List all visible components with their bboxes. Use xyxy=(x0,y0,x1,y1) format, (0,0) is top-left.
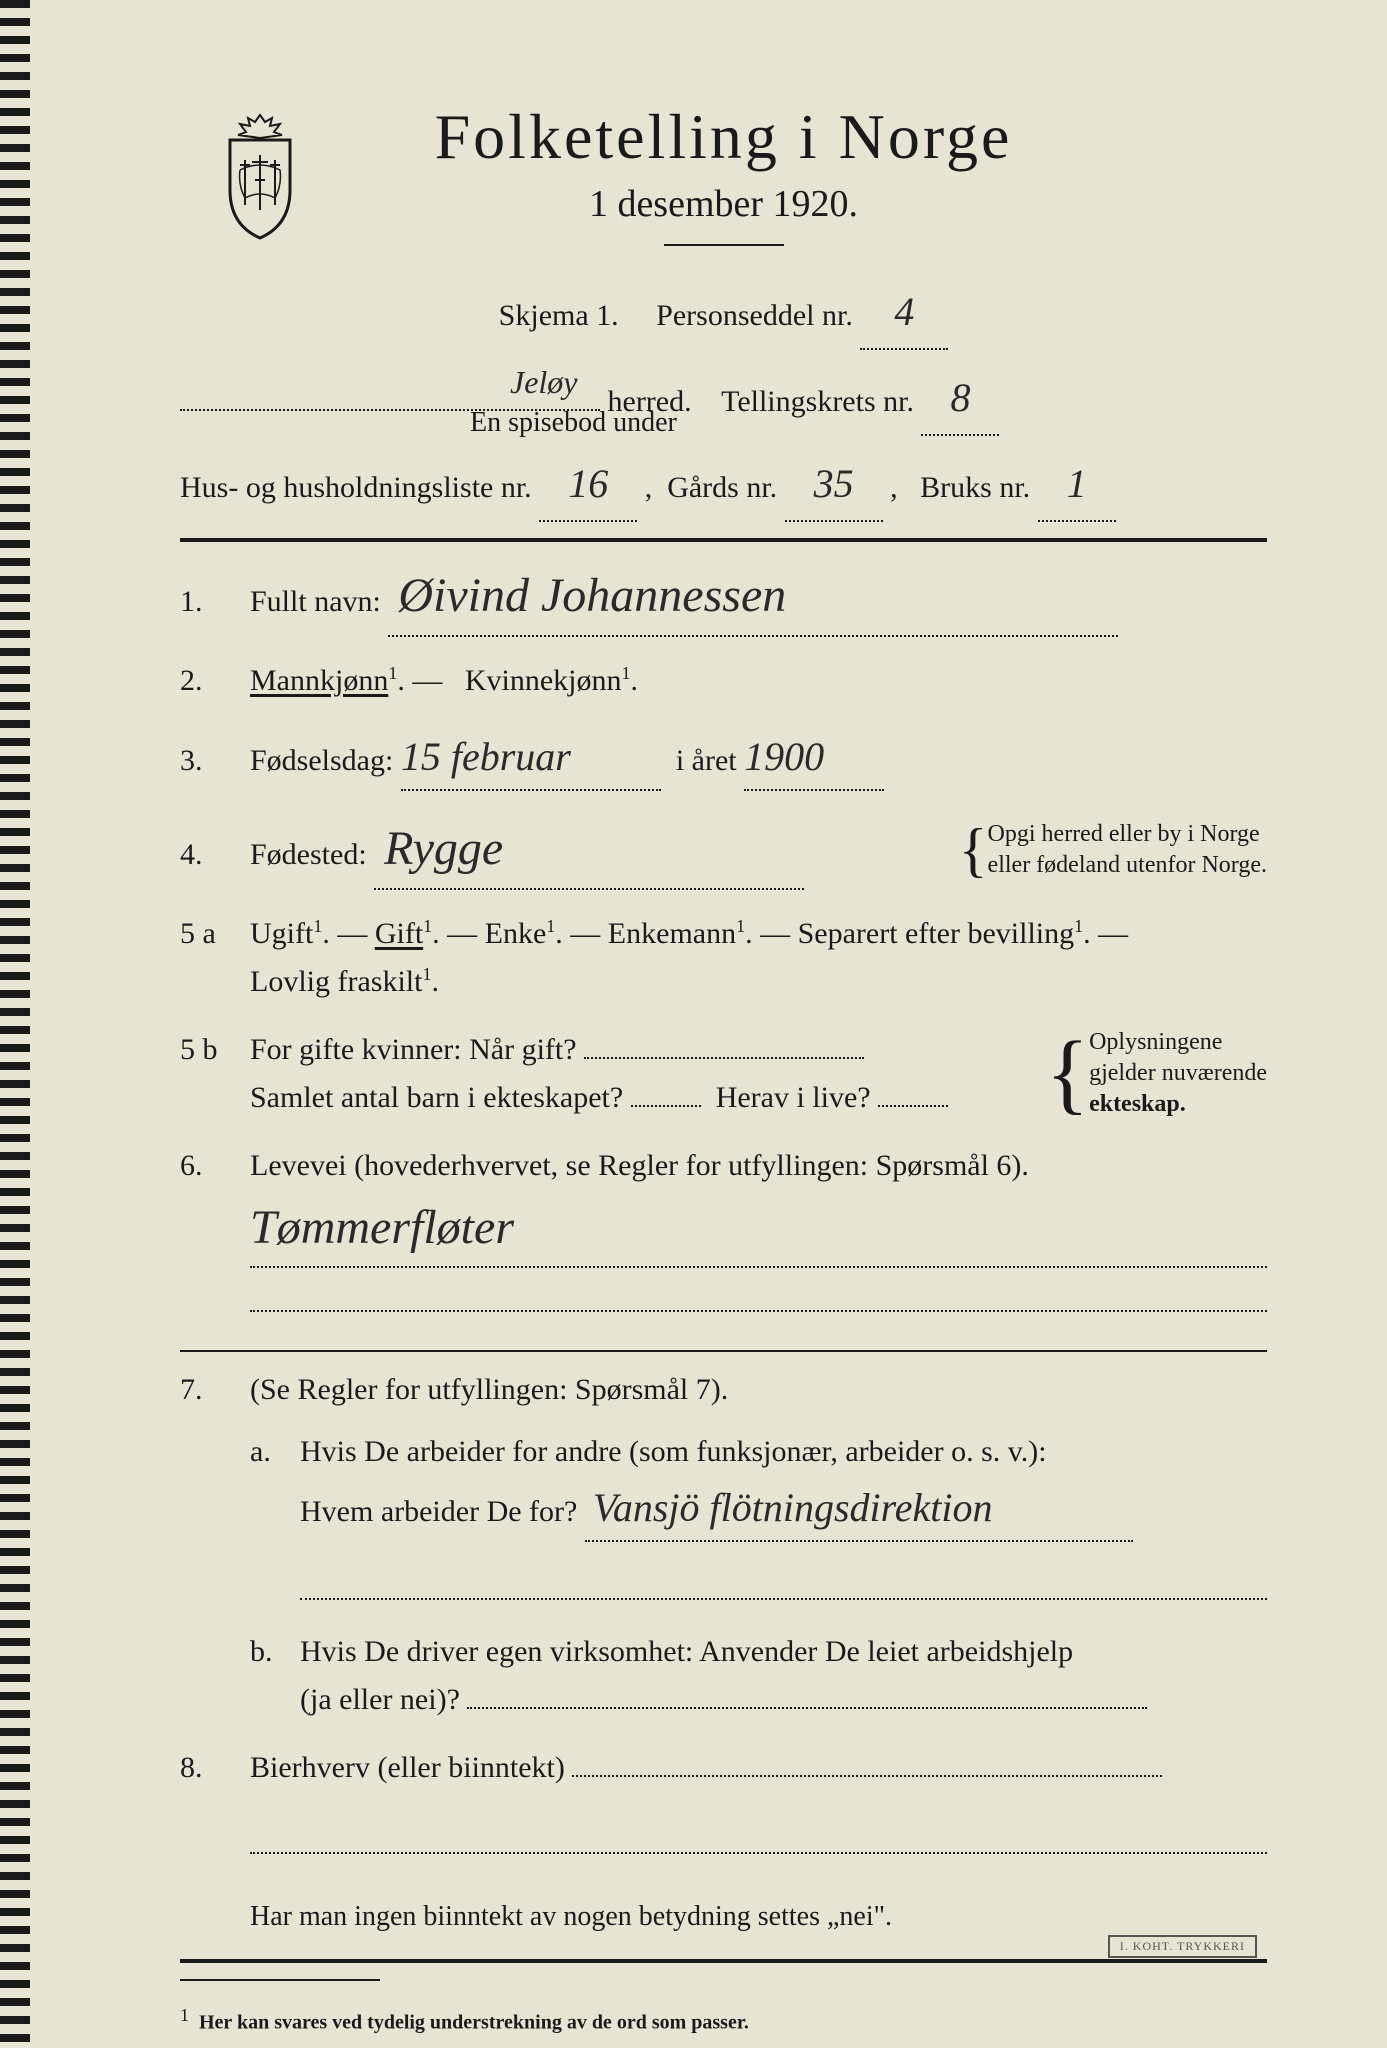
q5b-label1: For gifte kvinner: Når gift? xyxy=(250,1033,577,1066)
schema-label: Skjema 1. xyxy=(499,299,619,332)
q2-row: 2. Mannkjønn1. — Kvinnekjønn1. xyxy=(180,657,1267,705)
q6-num: 6. xyxy=(180,1142,250,1190)
q7a-label2: Hvem arbeider De for? xyxy=(300,1495,577,1528)
q7-num: 7. xyxy=(180,1366,250,1414)
q2-kvinne: Kvinnekjønn xyxy=(465,664,622,697)
rule-3 xyxy=(180,1959,1267,1963)
q7b-label1: Hvis De driver egen virksomhet: Anvender… xyxy=(300,1635,1073,1668)
q5a-fraskilt: Lovlig fraskilt xyxy=(250,965,422,998)
q7a-value: Vansjö flötningsdirektion xyxy=(585,1476,1133,1542)
footnote-text: Her kan svares ved tydelig understreknin… xyxy=(199,2011,749,2033)
q3-label: Fødselsdag: xyxy=(250,744,393,777)
q2-mann: Mannkjønn xyxy=(250,664,388,697)
q7-label: (Se Regler for utfyllingen: Spørsmål 7). xyxy=(250,1373,728,1406)
q3-row: 3. Fødselsdag: 15 februar i året 1900 xyxy=(180,725,1267,791)
printer-stamp: I. KOHT. TRYKKERI xyxy=(1108,1935,1257,1958)
header-divider xyxy=(664,244,784,246)
q1-label: Fullt navn: xyxy=(250,585,381,618)
rule-2 xyxy=(180,1350,1267,1352)
tellingskrets-nr: 8 xyxy=(921,362,999,436)
q6-value: Tømmerfløter xyxy=(250,1190,1267,1269)
footnote-rule xyxy=(180,1979,380,1981)
q3-num: 3. xyxy=(180,737,250,785)
q7b-label2: (ja eller nei)? xyxy=(300,1683,460,1716)
q3-year-label: i året xyxy=(676,744,737,777)
footnote: 1 Her kan svares ved tydelig understrekn… xyxy=(180,2005,1267,2035)
document-date: 1 desember 1920. xyxy=(180,182,1267,226)
q7b-num: b. xyxy=(250,1628,300,1724)
q8-label: Bierhverv (eller biinntekt) xyxy=(250,1751,565,1784)
tellingskrets-label: Tellingskrets nr. xyxy=(721,385,914,418)
q7a-num: a. xyxy=(250,1428,300,1618)
q5a-row: 5 a Ugift1. — Gift1. — Enke1. — Enkemann… xyxy=(180,910,1267,1006)
brace-icon: { xyxy=(959,826,988,874)
q5a-enke: Enke xyxy=(485,917,547,950)
rule-1 xyxy=(180,538,1267,542)
q6-row: 6. Levevei (hovederhvervet, se Regler fo… xyxy=(180,1142,1267,1331)
spiral-binding xyxy=(0,0,30,2048)
hus-label: Hus- og husholdningsliste nr. xyxy=(180,471,532,504)
q4-row: 4. Fødested: Rygge { Opgi herred eller b… xyxy=(180,811,1267,890)
q4-label: Fødested: xyxy=(250,838,367,871)
q2-num: 2. xyxy=(180,657,250,705)
brace-icon: { xyxy=(1046,1038,1089,1110)
herred-annotation: En spisebod under xyxy=(470,398,677,448)
q5a-enkemann: Enkemann xyxy=(608,917,736,950)
q5a-separert: Separert efter bevilling xyxy=(798,917,1075,950)
q5b-note: Oplysningene gjelder nuværende ekteskap. xyxy=(1089,1027,1267,1121)
q5a-ugift: Ugift xyxy=(250,917,313,950)
document-title: Folketelling i Norge xyxy=(180,100,1267,174)
q1-value: Øivind Johannessen xyxy=(388,558,1118,637)
q6-label: Levevei (hovederhvervet, se Regler for u… xyxy=(250,1149,1029,1182)
q5b-num: 5 b xyxy=(180,1026,250,1074)
q1-row: 1. Fullt navn: Øivind Johannessen xyxy=(180,558,1267,637)
q4-num: 4. xyxy=(180,831,250,879)
gards-label: Gårds nr. xyxy=(667,471,777,504)
q5a-gift: Gift xyxy=(375,917,423,950)
bruks-nr: 1 xyxy=(1038,448,1116,522)
q4-value: Rygge xyxy=(374,811,804,890)
q5a-num: 5 a xyxy=(180,910,250,958)
q4-note: Opgi herred eller by i Norge eller fødel… xyxy=(988,819,1267,881)
q5b-row: 5 b For gifte kvinner: Når gift? Samlet … xyxy=(180,1026,1267,1122)
gards-nr: 35 xyxy=(785,448,883,522)
q8-row: 8. Bierhverv (eller biinntekt) xyxy=(180,1744,1267,1872)
q5b-label3: Herav i live? xyxy=(716,1081,871,1114)
hus-line: Hus- og husholdningsliste nr. 16 , Gårds… xyxy=(180,448,1267,522)
coat-of-arms-icon xyxy=(210,110,310,240)
q7-row: 7. (Se Regler for utfyllingen: Spørsmål … xyxy=(180,1366,1267,1724)
q8-num: 8. xyxy=(180,1744,250,1792)
schema-line: Skjema 1. Personseddel nr. 4 xyxy=(180,276,1267,350)
q7a-label1: Hvis De arbeider for andre (som funksjon… xyxy=(300,1435,1047,1468)
q1-num: 1. xyxy=(180,578,250,626)
herred-line: Jeløy herred. Tellingskrets nr. 8 En spi… xyxy=(180,362,1267,436)
bruks-label: Bruks nr. xyxy=(920,471,1030,504)
q3-year: 1900 xyxy=(744,725,884,791)
personseddel-nr: 4 xyxy=(860,276,948,350)
personseddel-label: Personseddel nr. xyxy=(656,299,853,332)
census-form-page: Folketelling i Norge 1 desember 1920. Sk… xyxy=(0,0,1387,2048)
header: Folketelling i Norge 1 desember 1920. xyxy=(180,100,1267,246)
q5b-label2: Samlet antal barn i ekteskapet? xyxy=(250,1081,623,1114)
q3-day: 15 februar xyxy=(401,725,661,791)
hus-nr: 16 xyxy=(539,448,637,522)
